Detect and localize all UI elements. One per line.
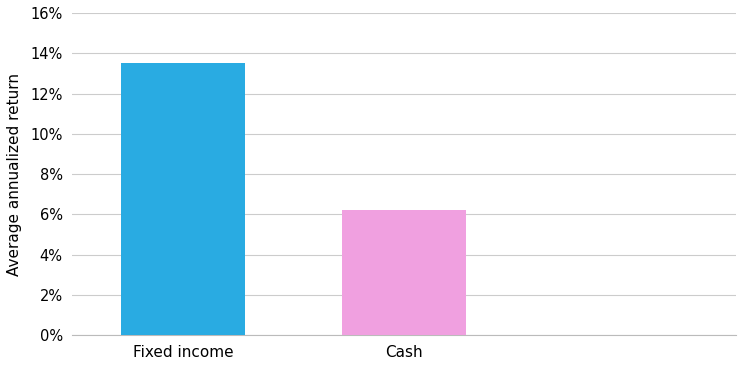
- Bar: [343, 210, 466, 335]
- Y-axis label: Average annualized return: Average annualized return: [7, 73, 22, 276]
- Bar: [121, 63, 245, 335]
